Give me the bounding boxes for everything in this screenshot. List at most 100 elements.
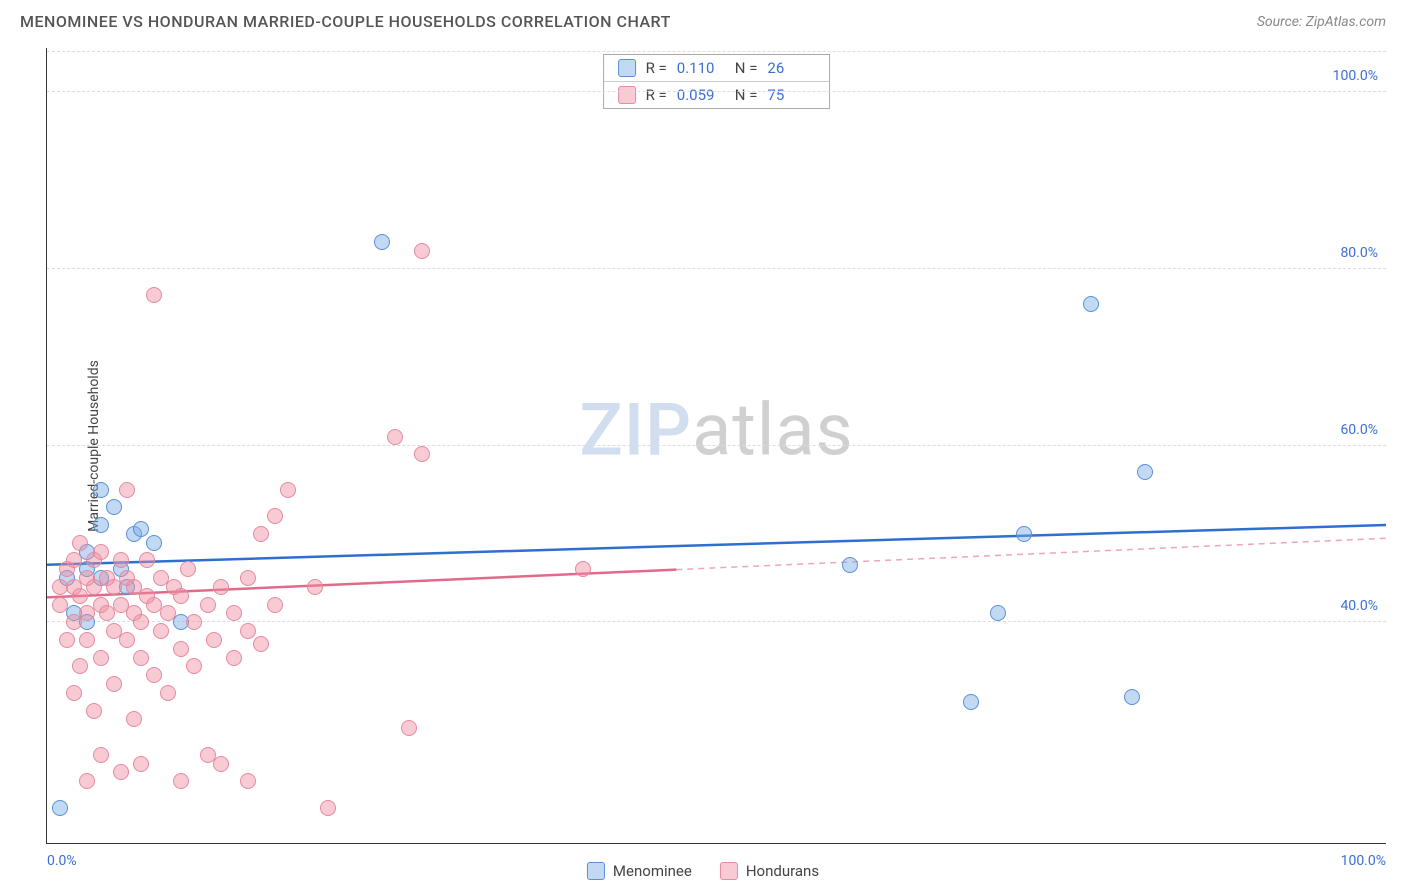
data-point (213, 756, 229, 772)
data-point (213, 579, 229, 595)
data-point (963, 694, 979, 710)
data-point (1016, 526, 1032, 542)
data-point (79, 632, 95, 648)
swatch-menominee (618, 59, 636, 77)
data-point (226, 650, 242, 666)
data-point (387, 429, 403, 445)
data-point (374, 234, 390, 250)
data-point (160, 605, 176, 621)
data-point (72, 535, 88, 551)
data-point (133, 614, 149, 630)
stats-row-hondurans: R = 0.059 N = 75 (604, 81, 830, 108)
data-point (106, 499, 122, 515)
data-point (93, 517, 109, 533)
data-point (1137, 464, 1153, 480)
source-label: Source: ZipAtlas.com (1257, 14, 1386, 30)
data-point (59, 632, 75, 648)
watermark-part1: ZIP (579, 387, 692, 472)
data-point (240, 623, 256, 639)
gridline (47, 91, 1386, 92)
data-point (842, 557, 858, 573)
data-point (113, 552, 129, 568)
data-point (401, 720, 417, 736)
legend-label-hondurans: Hondurans (746, 862, 819, 880)
n-label: N = (735, 59, 758, 77)
watermark-part2: atlas (692, 387, 854, 472)
data-point (173, 773, 189, 789)
data-point (240, 773, 256, 789)
x-tick-label: 100.0% (1341, 853, 1386, 869)
n-label: N = (735, 86, 758, 104)
data-point (200, 597, 216, 613)
data-point (186, 658, 202, 674)
data-point (173, 588, 189, 604)
data-point (119, 482, 135, 498)
data-point (139, 552, 155, 568)
data-point (93, 747, 109, 763)
data-point (93, 544, 109, 560)
data-point (414, 446, 430, 462)
swatch-menominee (587, 862, 605, 880)
data-point (575, 561, 591, 577)
data-point (52, 800, 68, 816)
data-point (106, 676, 122, 692)
swatch-hondurans (618, 86, 636, 104)
data-point (133, 521, 149, 537)
x-tick-label: 0.0% (47, 853, 77, 869)
data-point (146, 535, 162, 551)
gridline (47, 51, 1386, 52)
data-point (133, 756, 149, 772)
data-point (253, 636, 269, 652)
legend-item-menominee: Menominee (587, 862, 692, 880)
data-point (226, 605, 242, 621)
data-point (66, 685, 82, 701)
data-point (119, 632, 135, 648)
n-value-hondurans: 75 (767, 86, 815, 104)
data-point (206, 632, 222, 648)
data-point (133, 650, 149, 666)
y-tick-label: 80.0% (1340, 245, 1378, 261)
bottom-legend: Menominee Hondurans (587, 862, 819, 880)
data-point (52, 597, 68, 613)
data-point (267, 597, 283, 613)
r-label: R = (646, 59, 667, 77)
data-point (1083, 296, 1099, 312)
data-point (66, 552, 82, 568)
data-point (146, 667, 162, 683)
watermark: ZIPatlas (579, 387, 853, 472)
r-value-menominee: 0.110 (677, 59, 725, 77)
data-point (240, 570, 256, 586)
data-point (320, 800, 336, 816)
data-point (160, 685, 176, 701)
trendlines-svg (47, 48, 1386, 843)
data-point (307, 579, 323, 595)
data-point (414, 243, 430, 259)
data-point (173, 641, 189, 657)
y-tick-label: 40.0% (1340, 598, 1378, 614)
legend-item-hondurans: Hondurans (720, 862, 819, 880)
data-point (72, 658, 88, 674)
data-point (990, 605, 1006, 621)
data-point (126, 711, 142, 727)
scatter-chart: ZIPatlas R = 0.110 N = 26 R = 0.059 N = … (46, 48, 1386, 844)
n-value-menominee: 26 (767, 59, 815, 77)
stats-legend-box: R = 0.110 N = 26 R = 0.059 N = 75 (603, 54, 831, 109)
data-point (153, 623, 169, 639)
legend-label-menominee: Menominee (613, 862, 692, 880)
data-point (253, 526, 269, 542)
r-label: R = (646, 86, 667, 104)
data-point (146, 287, 162, 303)
swatch-hondurans (720, 862, 738, 880)
data-point (267, 508, 283, 524)
data-point (93, 482, 109, 498)
y-tick-label: 60.0% (1340, 422, 1378, 438)
data-point (1124, 689, 1140, 705)
data-point (113, 764, 129, 780)
data-point (280, 482, 296, 498)
gridline (47, 445, 1386, 446)
data-point (93, 650, 109, 666)
r-value-hondurans: 0.059 (677, 86, 725, 104)
chart-title: MENOMINEE VS HONDURAN MARRIED-COUPLE HOU… (20, 12, 671, 31)
data-point (180, 561, 196, 577)
data-point (79, 773, 95, 789)
